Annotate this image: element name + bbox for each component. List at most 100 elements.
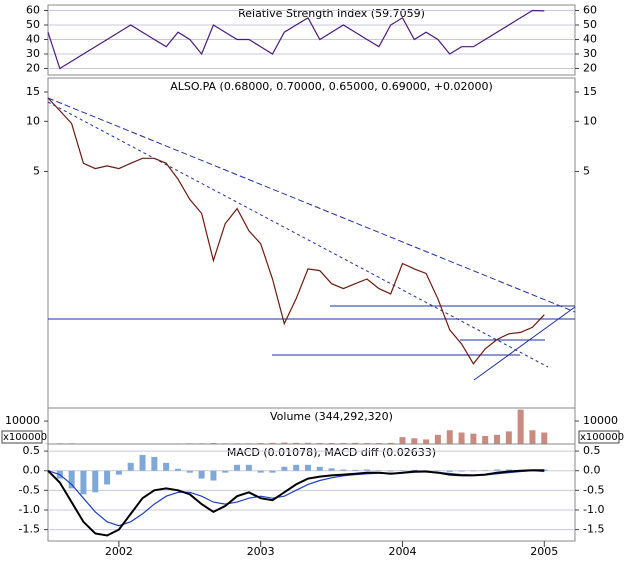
bar: [541, 432, 548, 444]
bar: [434, 434, 441, 444]
y-tick-label: 60: [26, 4, 40, 17]
bar: [316, 466, 323, 471]
trend-line: [47, 101, 549, 368]
bar: [127, 462, 134, 471]
bar: [399, 437, 406, 444]
x-tick-label: 2004: [388, 545, 416, 558]
bar: [222, 470, 229, 473]
y-tick-label: 0.5: [23, 444, 41, 457]
y-tick-label-right: 20: [583, 61, 597, 74]
bar: [293, 464, 300, 471]
x-tick-label: 2002: [105, 545, 133, 558]
bar: [446, 430, 453, 444]
panel-title: Relative Strength Index (59.7059): [238, 7, 425, 20]
bar: [304, 464, 311, 471]
bar: [92, 470, 99, 493]
bar: [163, 462, 170, 471]
bar: [364, 469, 371, 471]
bar: [269, 470, 276, 473]
y-tick-label-right: 60: [583, 4, 597, 17]
bar: [458, 470, 465, 472]
y-tick-label: 20: [26, 61, 40, 74]
bar: [68, 470, 75, 489]
trend-line: [47, 97, 576, 313]
y-tick-label-right: 0.0: [583, 464, 601, 477]
y-tick-label: 30: [26, 47, 40, 60]
bar: [115, 470, 122, 475]
panel-frame: [47, 4, 576, 76]
y-tick-label-right: 5: [583, 164, 590, 177]
y-tick-label-right: 0.5: [583, 444, 601, 457]
unit-box: [1, 430, 43, 444]
bar: [494, 434, 501, 444]
bar: [482, 470, 489, 471]
bar: [210, 470, 217, 481]
bar: [174, 468, 181, 471]
trend-line: [473, 306, 576, 381]
bar: [411, 469, 418, 471]
y-tick-label: 50: [26, 18, 40, 31]
bar: [139, 454, 146, 471]
bar: [304, 442, 311, 444]
bar: [151, 456, 158, 471]
unit-label: x100000: [3, 432, 47, 443]
bar: [434, 470, 441, 472]
bar: [387, 470, 394, 472]
bar: [340, 469, 347, 471]
y-tick-label: 40: [26, 32, 40, 45]
series-line: [47, 9, 545, 70]
y-tick-label-right: -0.5: [583, 483, 604, 496]
y-tick-label: 15: [26, 85, 40, 98]
bar: [281, 466, 288, 471]
y-tick-label: 5: [33, 164, 40, 177]
bar: [529, 430, 536, 444]
y-tick-label: 0.0: [23, 464, 41, 477]
y-tick-label: 10: [26, 114, 40, 127]
panel-title: ALSO.PA (0.68000, 0.70000, 0.65000, 0.69…: [170, 80, 493, 93]
bar: [423, 439, 430, 444]
panel-title: Volume (344,292,320): [270, 410, 393, 423]
bar: [352, 469, 359, 471]
y-tick-label-right: 50: [583, 18, 597, 31]
y-tick-label-right: -1.0: [583, 503, 604, 516]
unit-label: x100000: [580, 432, 624, 443]
bar: [482, 435, 489, 444]
x-tick-label: 2005: [530, 545, 558, 558]
unit-box: [578, 430, 620, 444]
bar: [245, 464, 252, 471]
x-tick-label: 2003: [247, 545, 275, 558]
y-tick-label: 10000: [5, 414, 40, 427]
y-tick-label-right: 10000: [583, 414, 618, 427]
y-tick-label: -1.0: [19, 503, 40, 516]
panel-frame: [47, 443, 576, 542]
bar: [104, 470, 111, 485]
y-tick-label-right: 40: [583, 32, 597, 45]
bar: [375, 470, 382, 471]
bar: [186, 470, 193, 473]
bar: [257, 470, 264, 473]
bar: [505, 431, 512, 444]
bar: [517, 409, 524, 444]
y-tick-label: -0.5: [19, 483, 40, 496]
bar: [352, 442, 359, 444]
bar: [470, 433, 477, 444]
bar: [446, 470, 453, 472]
bar: [281, 442, 288, 444]
bar: [198, 470, 205, 479]
bar: [470, 470, 477, 472]
y-tick-label-right: 10: [583, 114, 597, 127]
y-tick-label-right: 30: [583, 47, 597, 60]
y-tick-label-right: 15: [583, 85, 597, 98]
bar: [234, 464, 241, 471]
bar: [293, 442, 300, 444]
bar: [505, 469, 512, 471]
y-tick-label: -1.5: [19, 523, 40, 536]
bar: [387, 442, 394, 444]
bar: [269, 442, 276, 444]
bar: [494, 469, 501, 471]
series-line: [47, 469, 545, 537]
bar: [458, 432, 465, 444]
series-line: [47, 97, 545, 365]
y-tick-label-right: -1.5: [583, 523, 604, 536]
